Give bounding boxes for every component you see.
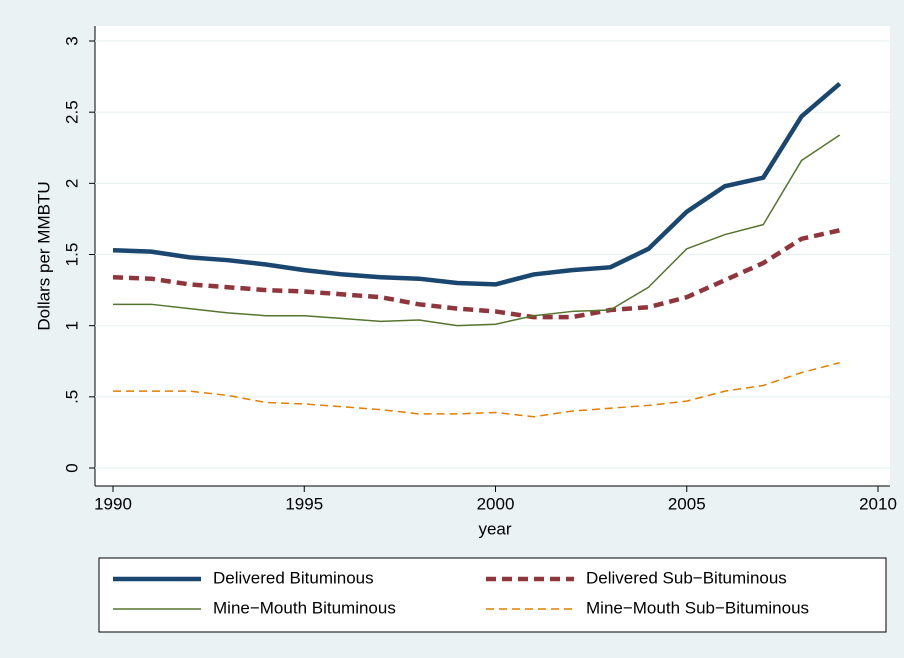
- legend-label: Delivered Sub−Bituminous: [586, 568, 787, 587]
- y-tick-label: 1.5: [62, 243, 81, 267]
- line-series: [113, 134, 841, 327]
- y-tick-label: 2: [62, 179, 81, 188]
- line-series: [113, 361, 840, 418]
- y-axis-label: Dollars per MMBTU: [34, 181, 53, 330]
- legend-label: Mine−Mouth Sub−Bituminous: [586, 598, 809, 617]
- plot-area: [95, 26, 890, 486]
- y-tick-label: 1: [62, 321, 81, 330]
- x-tick-label: 2005: [668, 494, 706, 513]
- x-tick-label: 2010: [859, 494, 897, 513]
- y-tick-label: .5: [62, 390, 81, 404]
- x-axis-label: year: [478, 519, 511, 538]
- x-tick-label: 1990: [94, 494, 132, 513]
- line-series: [112, 81, 842, 287]
- legend-label: Delivered Bituminous: [213, 568, 374, 587]
- legend: [98, 557, 887, 633]
- x-tick-label: 1995: [285, 494, 323, 513]
- y-tick-label: 3: [62, 36, 81, 45]
- line-series: [112, 228, 841, 320]
- y-tick-label: 0: [62, 463, 81, 472]
- x-tick-label: 2000: [477, 494, 515, 513]
- legend-label: Mine−Mouth Bituminous: [213, 598, 396, 617]
- y-tick-label: 2.5: [62, 100, 81, 124]
